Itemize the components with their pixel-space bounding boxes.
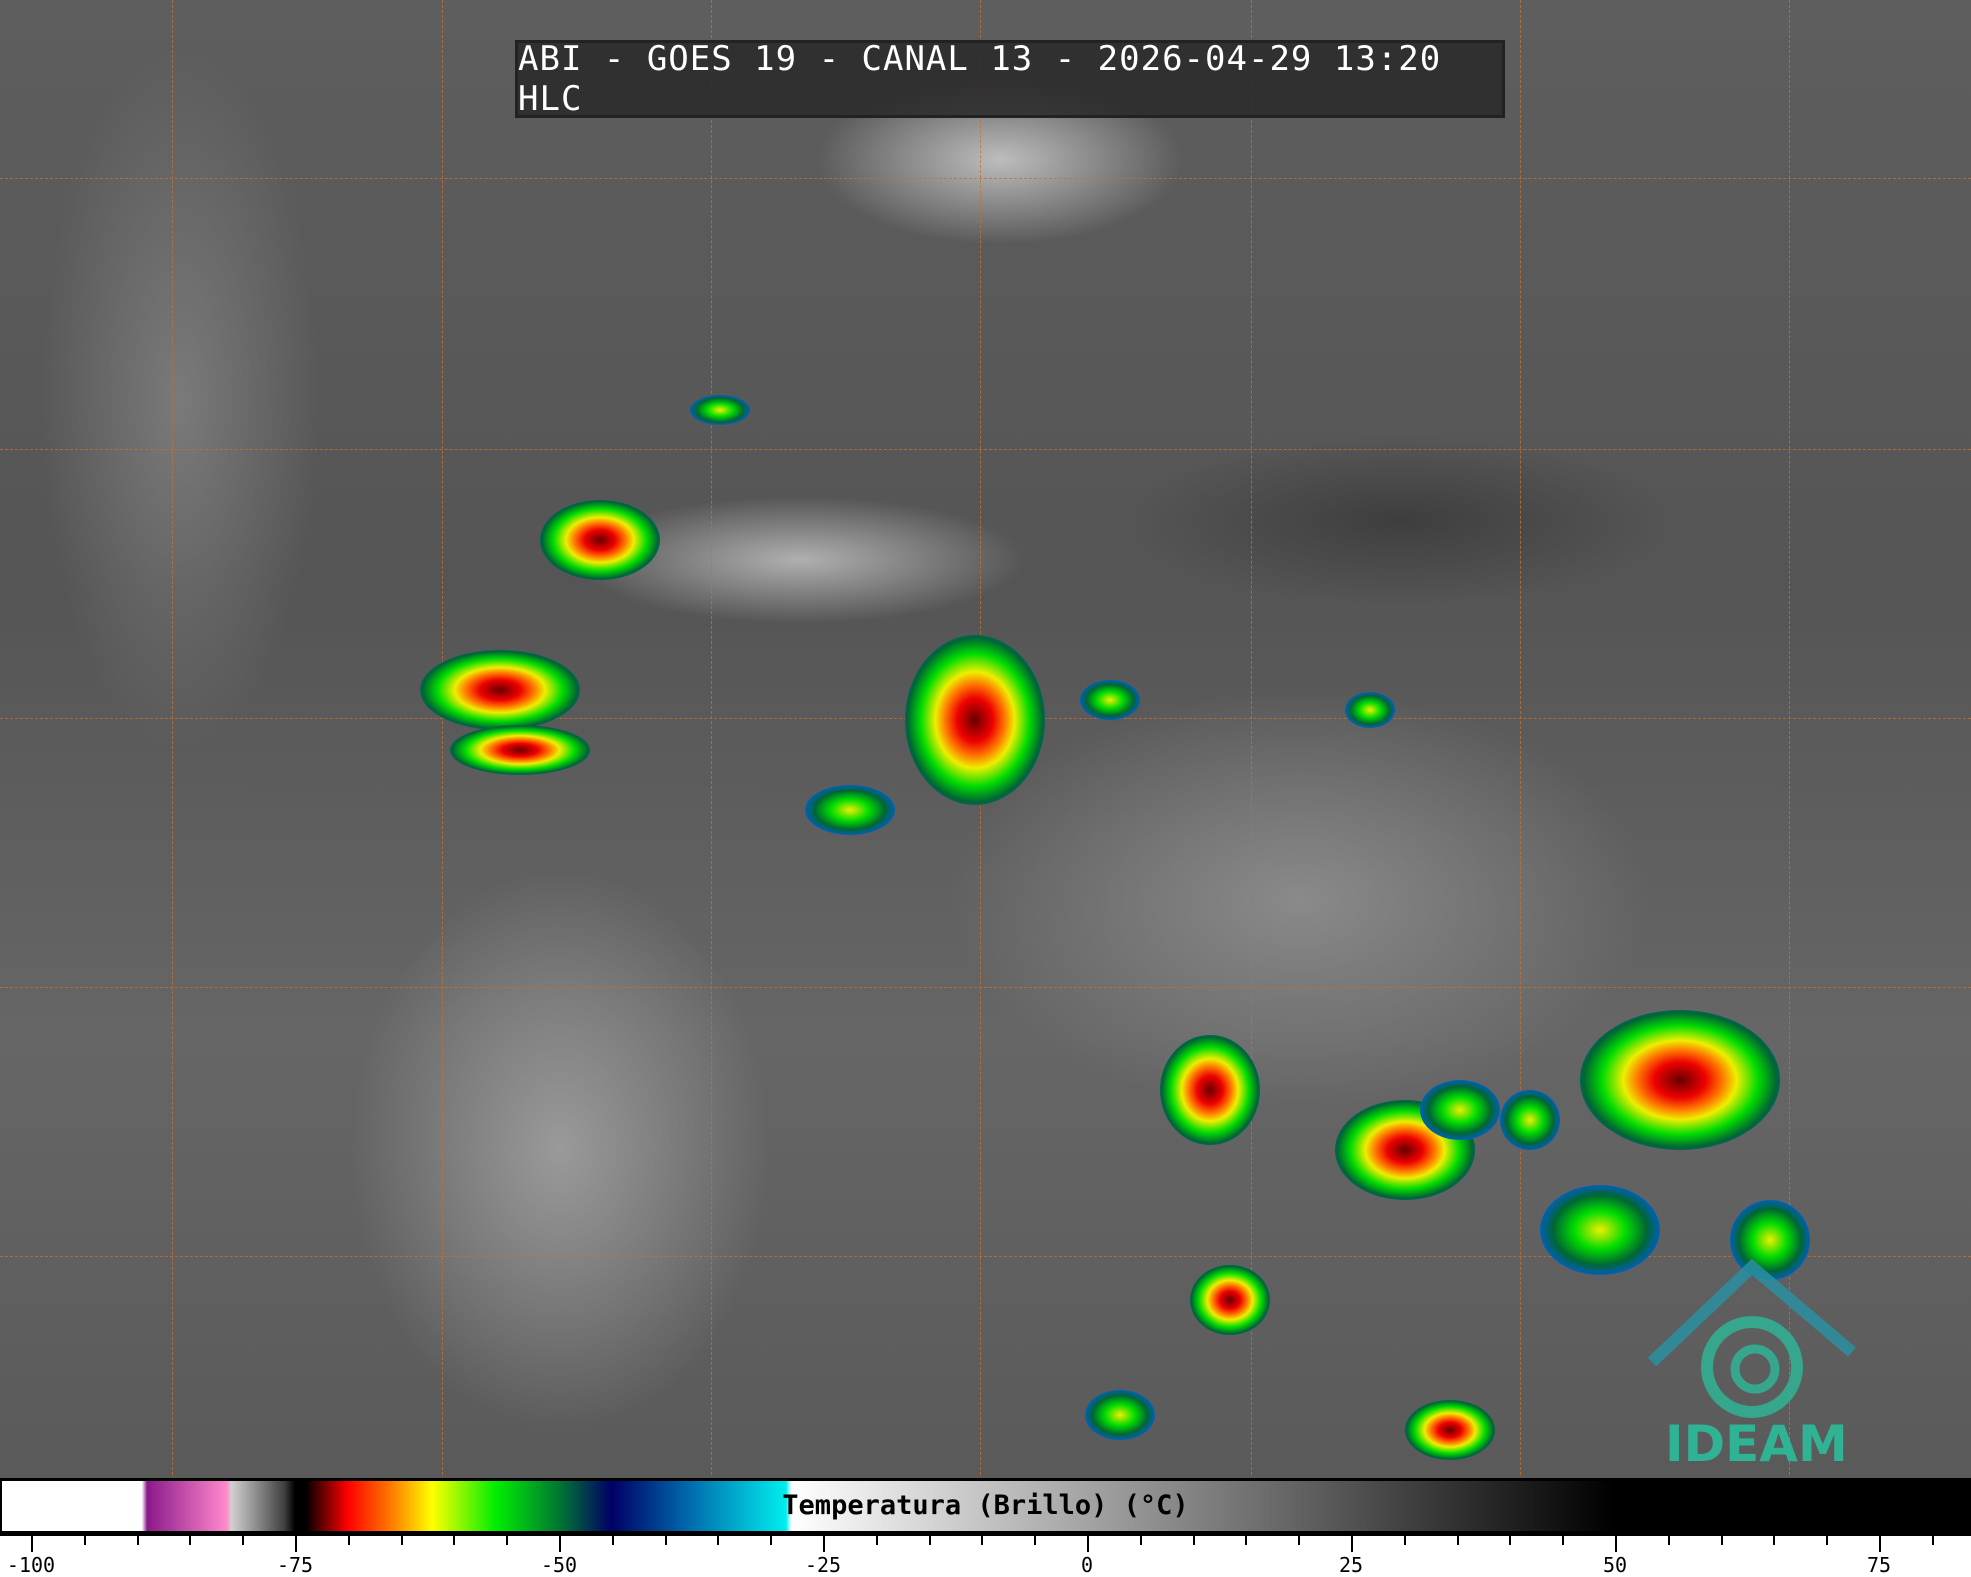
convective-cell	[690, 395, 750, 425]
minor-tick	[1773, 1536, 1776, 1545]
convective-cell	[1730, 1200, 1810, 1280]
convective-cell	[1080, 680, 1140, 720]
colorbar-label: Temperatura (Brillo) (°C)	[782, 1490, 1189, 1521]
convective-cell	[1345, 692, 1395, 728]
convective-cell	[1540, 1185, 1660, 1275]
convective-cell	[450, 725, 590, 775]
temperature-colorbar	[0, 1478, 1971, 1536]
minor-tick	[664, 1536, 667, 1545]
minor-tick	[981, 1536, 984, 1545]
convective-cell	[1420, 1080, 1500, 1140]
minor-tick	[1826, 1536, 1829, 1545]
ideam-logo	[1647, 1257, 1862, 1472]
minor-tick	[611, 1536, 614, 1545]
minor-tick	[770, 1536, 773, 1545]
minor-tick	[1298, 1536, 1301, 1545]
tick-label: -100	[6, 1553, 56, 1577]
minor-tick	[928, 1536, 931, 1545]
ideam-logo-icon	[1647, 1258, 1856, 1418]
convective-cell	[905, 635, 1045, 805]
minor-tick	[1456, 1536, 1459, 1545]
major-tick	[1351, 1536, 1353, 1552]
longitude-gridline	[442, 0, 443, 1475]
minor-tick	[83, 1536, 86, 1545]
minor-tick	[506, 1536, 509, 1545]
minor-tick	[453, 1536, 456, 1545]
tick-label: 0	[1080, 1553, 1094, 1577]
longitude-gridline	[1789, 0, 1790, 1475]
convective-cell	[1085, 1390, 1155, 1440]
minor-tick	[1245, 1536, 1248, 1545]
major-tick	[1615, 1536, 1617, 1552]
minor-tick	[1562, 1536, 1565, 1545]
latitude-gridline	[0, 987, 1971, 988]
latitude-gridline	[0, 449, 1971, 450]
convective-cell	[1580, 1010, 1780, 1150]
major-tick	[31, 1536, 33, 1552]
latitude-gridline	[0, 1256, 1971, 1257]
longitude-gridline	[1520, 0, 1521, 1475]
tick-label: 25	[1338, 1553, 1364, 1577]
minor-tick	[1509, 1536, 1512, 1545]
image-title-box: ABI - GOES 19 - CANAL 13 - 2026-04-29 13…	[515, 39, 1505, 119]
minor-tick	[1139, 1536, 1142, 1545]
minor-tick	[717, 1536, 720, 1545]
ideam-logo-text: IDEAM	[1665, 1415, 1848, 1473]
minor-tick	[1192, 1536, 1195, 1545]
minor-tick	[189, 1536, 192, 1545]
minor-tick	[136, 1536, 139, 1545]
tick-label: -25	[804, 1553, 842, 1577]
minor-tick	[242, 1536, 245, 1545]
minor-tick	[875, 1536, 878, 1545]
colorbar-gradient	[2, 1481, 1971, 1531]
minor-tick	[347, 1536, 350, 1545]
minor-tick	[400, 1536, 403, 1545]
convective-cell	[540, 500, 660, 580]
tick-label: -75	[276, 1553, 314, 1577]
minor-tick	[1403, 1536, 1406, 1545]
latitude-gridline	[0, 178, 1971, 179]
major-tick	[1879, 1536, 1881, 1552]
convective-cell	[1405, 1400, 1495, 1460]
major-tick	[295, 1536, 297, 1552]
major-tick	[1087, 1536, 1089, 1552]
convective-cell	[1500, 1090, 1560, 1150]
major-tick	[823, 1536, 825, 1552]
convective-cell	[1160, 1035, 1260, 1145]
minor-tick	[1720, 1536, 1723, 1545]
image-title: ABI - GOES 19 - CANAL 13 - 2026-04-29 13…	[518, 39, 1442, 119]
major-tick	[559, 1536, 561, 1552]
tick-label: 75	[1866, 1553, 1892, 1577]
convective-cell	[420, 650, 580, 730]
minor-tick	[1667, 1536, 1670, 1545]
convective-cell	[1190, 1265, 1270, 1335]
minor-tick	[1034, 1536, 1037, 1545]
tick-label: -50	[540, 1553, 578, 1577]
colorbar-axis: -100 -75 -50 -25 0 25 50 75	[0, 1536, 1971, 1577]
convective-cell	[805, 785, 895, 835]
longitude-gridline	[1251, 0, 1252, 1475]
minor-tick	[1931, 1536, 1934, 1545]
longitude-gridline	[711, 0, 712, 1475]
tick-label: 50	[1602, 1553, 1628, 1577]
longitude-gridline	[172, 0, 173, 1475]
